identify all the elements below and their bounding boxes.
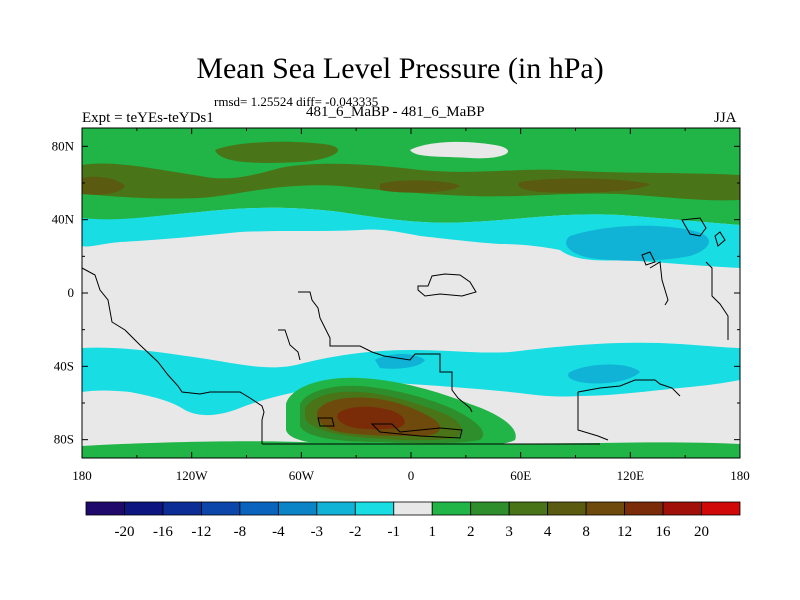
asia-east-outline [649,217,729,340]
rmsd-diff-stats: rmsd= 1.25524 diff= -0.043335 [214,94,379,109]
colorbar-label: 8 [582,524,590,540]
colorbar-swatch [624,501,664,516]
x-tick-label: 180 [730,468,750,483]
colorbar-label: 16 [656,524,672,540]
colorbar-swatch [470,501,510,516]
antarctic-positive-band [82,441,740,458]
colorbar-swatch [354,501,395,516]
y-tick-label: 40S [54,358,74,373]
chart-title: Mean Sea Level Pressure (in hPa) [196,52,604,85]
arabia-outline [417,273,477,297]
coastlines [82,217,729,445]
greenland-outline [714,231,726,247]
colorbar-label: -12 [191,524,211,540]
colorbar-swatch [701,501,741,516]
arctic-level4-core-east [380,180,460,193]
y-tick-label: 80S [54,432,74,447]
colorbar-label: 20 [694,524,709,540]
colorbar-swatch [585,501,625,516]
antarctica-outline [262,417,600,445]
colorbar-swatch [162,501,202,516]
y-tick-label: 80N [52,138,75,153]
colorbar-label: 2 [467,524,475,540]
colorbar-label: -1 [388,524,401,540]
colorbar-label: -4 [272,524,285,540]
colorbar-swatch [316,501,356,516]
x-tick-label: 60E [510,468,531,483]
colorbar-swatch [431,501,472,516]
colorbar-swatch [508,501,549,516]
colorbar-label: -3 [311,524,324,540]
y-tick-label: 0 [68,285,75,300]
difference-label: 481_6_MaBP - 481_6_MaBP [306,104,485,120]
pacific-island-outline [641,251,656,266]
north-pacific-level-minus3 [566,225,709,261]
colorbar-label: 12 [617,524,632,540]
south-level-minus3-east [568,364,640,384]
x-axis: 180 120W 60W 0 60E 120E 180 [72,128,750,483]
x-tick-label: 120E [617,468,645,483]
colorbar: -20 -16 -12 -8 -4 -3 -2 -1 1 2 3 4 8 12 16 20 [85,501,741,540]
colorbar-label: 3 [505,524,513,540]
x-tick-label: 180 [72,468,92,483]
x-tick-label: 0 [408,468,415,483]
season-label: JJA [714,110,737,126]
africa-outline [298,291,473,413]
x-tick-label: 60W [289,468,315,483]
greenland-level3-blob [215,141,339,163]
colorbar-label: -2 [349,524,362,540]
y-axis: 80N 40N 0 40S 80S [52,138,740,447]
south-negative-band [82,342,740,416]
experiment-label: Expt = teYEs-teYDs1 [82,110,214,126]
colorbar-label: -16 [153,524,173,540]
y-tick-label: 40N [52,212,75,227]
x-tick-label: 120W [176,468,209,483]
colorbar-swatch [201,501,241,516]
colorbar-label: 1 [428,524,436,540]
arctic-level4-core-far-east [518,178,650,193]
arctic-white-patch [410,141,509,159]
colorbar-swatch [662,501,702,516]
colorbar-swatch [277,501,318,516]
colorbar-swatch [239,501,279,516]
colorbar-swatch [85,501,125,516]
colorbar-swatch [547,501,587,516]
australia-outline [577,379,681,441]
central-america-outline [278,329,301,361]
arctic-level4-core-west [82,176,125,195]
colorbar-label: 4 [544,524,552,540]
colorbar-label: -8 [234,524,247,540]
colorbar-label: -20 [114,524,134,540]
colorbar-swatch [124,501,164,516]
colorbar-swatch [393,501,433,516]
south-america-outline [82,267,265,444]
pressure-field [82,128,740,458]
